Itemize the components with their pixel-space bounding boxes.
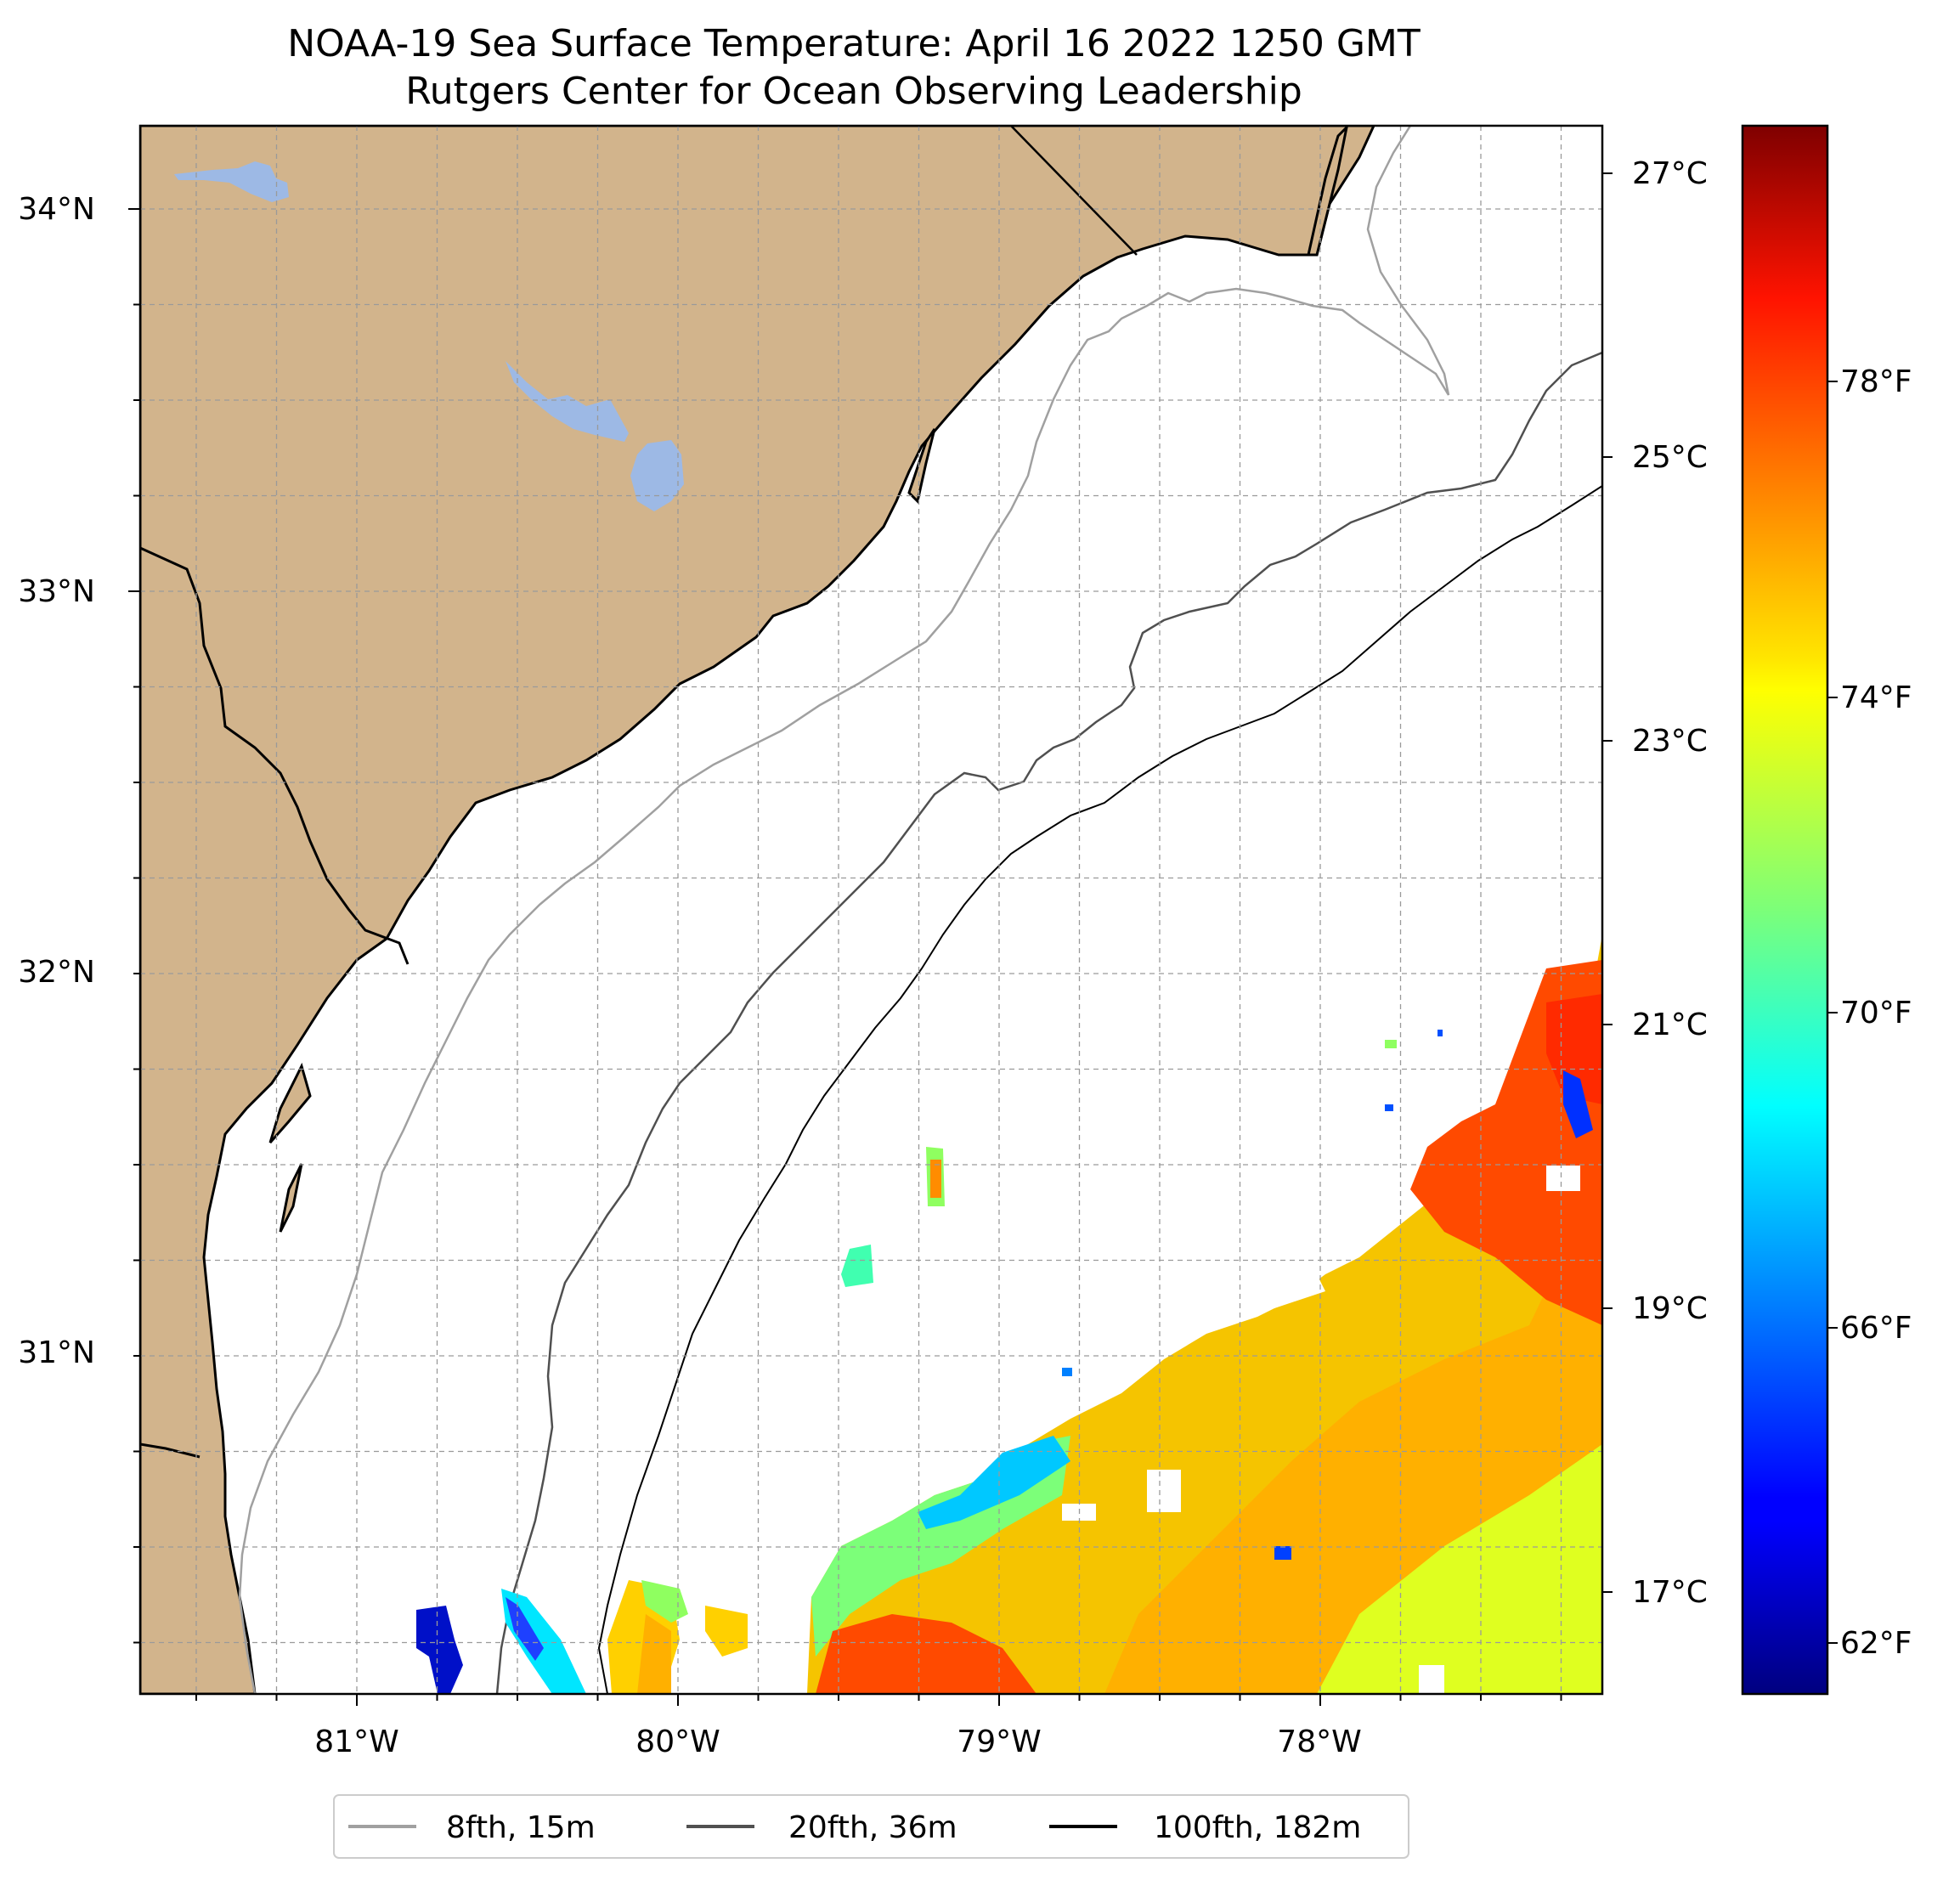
fahrenheit-label-78: 78°F [1840,364,1912,399]
legend-label-20fth: 20fth, 36m [788,1810,957,1845]
celsius-label-27: 27°C [1632,156,1708,191]
colorbar-ticks [1602,172,1838,1644]
map-title: NOAA-19 Sea Surface Temperature: April 1… [287,22,1421,65]
lat-label-33n: 33°N [18,574,95,609]
fahrenheit-label-62: 62°F [1840,1626,1912,1661]
lake-moultrie [630,440,684,511]
legend-label-8fth: 8fth, 15m [446,1810,596,1845]
sst-data-layer [416,934,1602,1694]
map-subtitle: Rutgers Center for Ocean Observing Leade… [405,70,1302,113]
lake-marion [174,161,289,202]
lower-boundary [140,1442,201,1459]
isobath-legend: 8fth, 15m 20fth, 36m 100fth, 182m [333,1794,1409,1859]
isobath-8fth [238,126,1450,1694]
isobath-100fth [597,485,1602,1694]
legend-label-100fth: 100fth, 182m [1154,1810,1361,1845]
lon-label-78w: 78°W [1277,1725,1361,1759]
celsius-label-21: 21°C [1632,1008,1708,1042]
lon-label-80w: 80°W [635,1725,720,1759]
celsius-label-23: 23°C [1632,724,1708,759]
colorbar [1741,124,1829,1696]
fahrenheit-label-66: 66°F [1840,1311,1912,1346]
river-boundary [140,546,410,965]
isobath-20fth [495,351,1602,1694]
fahrenheit-label-70: 70°F [1840,996,1912,1030]
lon-label-81w: 81°W [314,1725,398,1759]
axis-ticks [128,208,1562,1706]
lon-label-79w: 79°W [957,1725,1041,1759]
land-mass [140,126,1375,1694]
map-border [138,124,1604,1696]
gridlines [140,126,1602,1694]
celsius-label-25: 25°C [1632,440,1708,475]
lat-label-34n: 34°N [18,192,95,227]
lat-label-32n: 32°N [18,955,95,990]
barrier-islands [268,126,1348,1233]
lake-moultrie-chain [506,361,629,442]
celsius-label-17: 17°C [1632,1575,1708,1610]
state-boundary [1010,126,1138,256]
fahrenheit-label-74: 74°F [1840,680,1912,715]
lat-label-31n: 31°N [18,1335,95,1370]
celsius-label-19: 19°C [1632,1291,1708,1326]
map-area [140,126,1602,1694]
